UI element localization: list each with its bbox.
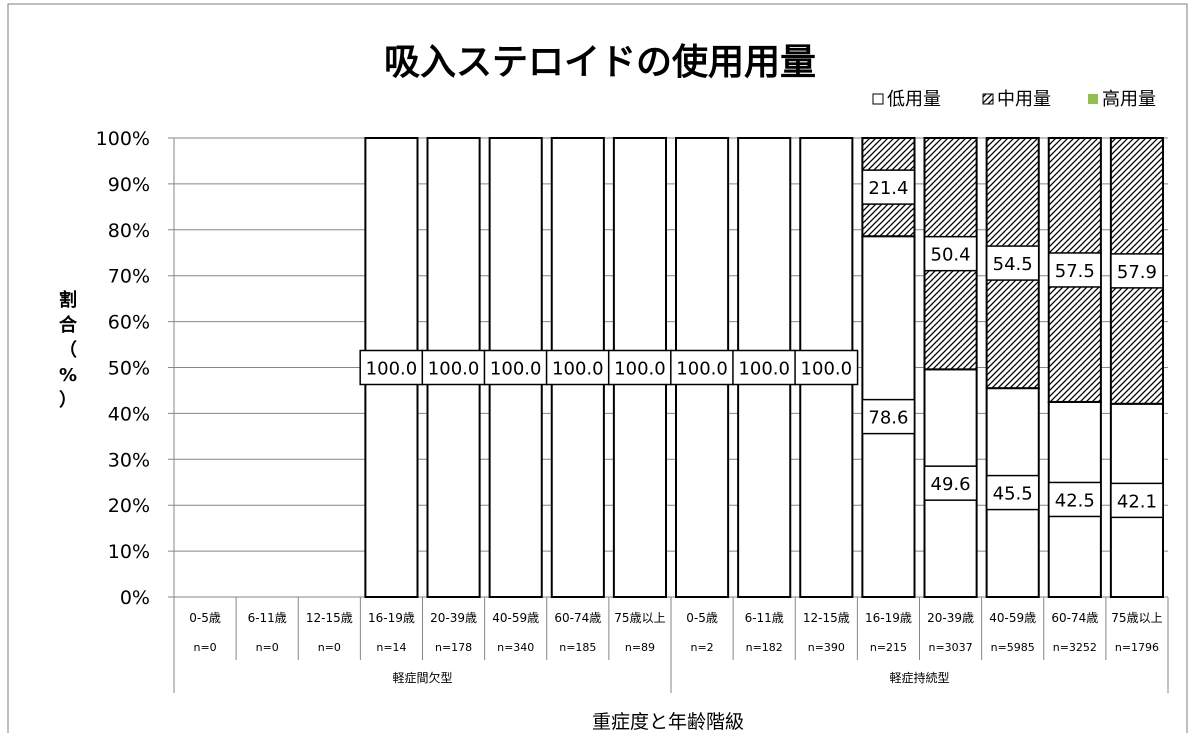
data-label-box: [483, 349, 548, 386]
x-tick-n-label: n=182: [746, 641, 783, 654]
data-label-box: [985, 474, 1040, 511]
data-label-box: [1048, 481, 1102, 518]
data-label-box: [923, 235, 978, 272]
x-tick-n-label: n=1796: [1115, 641, 1159, 654]
data-label-box: [923, 465, 978, 501]
x-tick-age-label: 20-39歳: [430, 611, 477, 625]
data-label-box: [732, 349, 797, 386]
x-tick-age-label: 16-19歳: [865, 611, 912, 625]
data-label: 100.0: [614, 359, 666, 380]
data-label-box: [670, 349, 735, 386]
data-label: 45.5: [993, 484, 1033, 505]
x-tick-n-label: n=215: [870, 641, 907, 654]
data-label: 100.0: [428, 359, 480, 380]
legend-label: 中用量: [997, 89, 1051, 110]
data-label: 100.0: [738, 359, 790, 380]
y-tick-label: 80%: [108, 220, 150, 242]
x-tick-n-label: n=3037: [928, 641, 972, 654]
legend-label: 高用量: [1102, 89, 1156, 110]
data-label: 54.5: [993, 254, 1033, 275]
x-tick-n-label: n=2: [690, 641, 713, 654]
data-label: 100.0: [801, 359, 853, 380]
y-axis-title-char: （: [59, 340, 77, 361]
data-label: 57.5: [1055, 261, 1095, 282]
x-group-label: 軽症持続型: [889, 670, 949, 685]
data-label: 100.0: [676, 359, 728, 380]
data-label-box: [1048, 252, 1102, 288]
x-tick-age-label: 0-5歳: [189, 611, 221, 625]
data-label-box: [1110, 482, 1164, 519]
data-labels: 100.0 100.0 100.0 100.0 100.0 100.0 100.0 100.0…: [359, 169, 1164, 519]
x-tick-n-label: n=5985: [991, 641, 1035, 654]
data-label-box: [861, 169, 916, 205]
y-axis-title-char: ）: [59, 390, 77, 411]
y-tick-label: 60%: [108, 312, 150, 334]
x-group-label: 軽症間欠型: [392, 670, 452, 685]
data-label: 100.0: [366, 359, 418, 380]
x-tick-n-label: n=0: [193, 641, 216, 654]
x-tick-age-label: 75歳以上: [614, 611, 665, 625]
y-tick-label: 40%: [108, 403, 150, 425]
x-tick-n-label: n=178: [435, 641, 472, 654]
legend-swatch: [1088, 94, 1098, 104]
legend-label: 低用量: [887, 89, 941, 110]
x-tick-age-label: 40-59歳: [989, 611, 1036, 625]
legend: 低用量 中用量 高用量: [872, 89, 1156, 110]
x-tick-n-label: n=14: [376, 641, 406, 654]
y-tick-label: 10%: [108, 541, 150, 563]
x-tick-n-label: n=390: [808, 641, 845, 654]
y-tick-label: 90%: [108, 174, 150, 196]
data-label: 50.4: [931, 245, 971, 266]
data-label-box: [985, 245, 1040, 281]
data-label: 21.4: [868, 178, 908, 199]
x-tick-n-label: n=0: [318, 641, 341, 654]
y-axis-title: 割合 （% ）: [59, 289, 78, 411]
x-tick-n-label: n=89: [625, 641, 655, 654]
y-tick-label: 70%: [108, 266, 150, 288]
x-tick-age-label: 20-39歳: [927, 611, 974, 625]
data-label: 100.0: [490, 359, 542, 380]
data-label: 100.0: [552, 359, 604, 380]
data-label-box: [861, 398, 916, 435]
x-tick-age-label: 12-15歳: [803, 611, 850, 625]
data-label: 42.5: [1055, 490, 1095, 511]
y-tick-label: 100%: [96, 128, 150, 150]
data-label-box: [359, 349, 424, 386]
x-tick-age-label: 0-5歳: [686, 611, 718, 625]
data-label: 42.1: [1117, 491, 1157, 512]
x-tick-n-label: n=3252: [1053, 641, 1097, 654]
x-tick-n-label: n=0: [256, 641, 279, 654]
legend-swatch: [872, 93, 884, 105]
x-tick-age-label: 75歳以上: [1111, 611, 1162, 625]
x-tick-age-label: 12-15歳: [306, 611, 353, 625]
y-axis-title-char: 割: [59, 289, 77, 311]
chart-title: 吸入ステロイドの使用用量: [384, 42, 816, 83]
y-tick-label: 0%: [120, 587, 150, 609]
data-label: 78.6: [868, 408, 908, 429]
y-tick-label: 30%: [108, 449, 150, 471]
x-tick-n-label: n=185: [559, 641, 596, 654]
x-tick-age-label: 16-19歳: [368, 611, 415, 625]
legend-swatch: [982, 93, 994, 105]
y-axis-title-char: %: [59, 365, 77, 386]
y-axis-ticks: 0% 10% 20% 30% 40% 50% 60% 70% 80% 90% 100%: [96, 128, 150, 609]
data-label-box: [1110, 253, 1164, 289]
x-tick-age-label: 6-11歳: [745, 611, 784, 625]
data-label-box: [794, 349, 859, 386]
x-axis-title: 重症度と年齢階級: [592, 711, 744, 733]
data-label-box: [545, 349, 610, 386]
x-axis: 0-5歳 n=0 6-11歳 n=0 12-15歳 n=0 16-19歳 n=14 20-39歳…: [173, 597, 1169, 693]
x-tick-age-label: 60-74歳: [554, 611, 601, 625]
data-label: 49.6: [931, 474, 971, 495]
x-tick-age-label: 60-74歳: [1051, 611, 1098, 625]
y-tick-label: 50%: [108, 358, 150, 380]
y-tick-label: 20%: [108, 495, 150, 517]
x-tick-age-label: 40-59歳: [492, 611, 539, 625]
data-label: 57.9: [1117, 262, 1157, 283]
x-tick-age-label: 6-11歳: [248, 611, 287, 625]
x-tick-n-label: n=340: [497, 641, 534, 654]
y-axis-title-char: 合: [59, 314, 78, 336]
